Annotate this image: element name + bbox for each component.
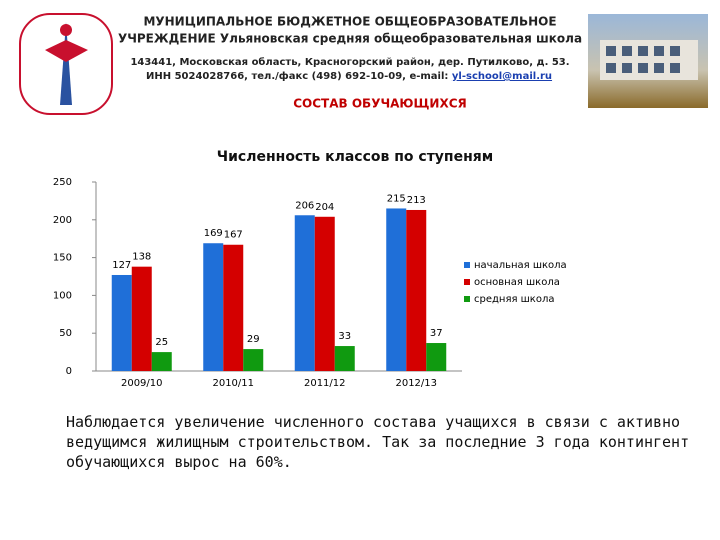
legend-label: начальная школа bbox=[474, 260, 567, 271]
bar bbox=[386, 208, 407, 371]
bar bbox=[131, 266, 152, 371]
value-label: 127 bbox=[112, 260, 131, 271]
bar bbox=[294, 215, 315, 371]
x-tick-label: 2010/11 bbox=[212, 378, 254, 389]
bar bbox=[314, 216, 335, 371]
x-tick-label: 2011/12 bbox=[304, 378, 346, 389]
legend-label: средняя школа bbox=[474, 294, 555, 305]
value-label: 169 bbox=[204, 228, 223, 239]
school-photo bbox=[588, 14, 708, 108]
contacts: ИНН 5024028766, тел./факс (498) 692-10-0… bbox=[146, 70, 448, 82]
value-label: 167 bbox=[224, 230, 243, 241]
value-label: 206 bbox=[295, 200, 314, 211]
logo bbox=[19, 13, 113, 115]
y-tick-label: 100 bbox=[53, 290, 72, 301]
y-tick-label: 50 bbox=[59, 328, 72, 339]
bar bbox=[203, 243, 224, 371]
bar bbox=[111, 274, 132, 371]
legend-swatch bbox=[464, 279, 470, 285]
y-tick-label: 150 bbox=[53, 253, 72, 264]
bar bbox=[334, 346, 355, 371]
header-title: МУНИЦИПАЛЬНОЕ БЮДЖЕТНОЕ ОБЩЕОБРАЗОВАТЕЛЬ… bbox=[143, 15, 556, 29]
legend-swatch bbox=[464, 262, 470, 268]
email-link[interactable]: yl-school@mail.ru bbox=[452, 71, 552, 82]
value-label: 29 bbox=[247, 334, 260, 345]
y-tick-label: 200 bbox=[53, 215, 72, 226]
value-label: 37 bbox=[430, 328, 443, 339]
chart-title: Численность классов по ступеням bbox=[217, 149, 493, 165]
legend-swatch bbox=[464, 296, 470, 302]
bar bbox=[426, 343, 447, 371]
bar bbox=[406, 209, 427, 371]
value-label: 33 bbox=[338, 331, 351, 342]
header-contacts: ИНН 5024028766, тел./факс (498) 692-10-0… bbox=[146, 70, 552, 82]
x-tick-label: 2009/10 bbox=[121, 378, 163, 389]
value-label: 138 bbox=[132, 252, 151, 263]
bar bbox=[151, 352, 172, 371]
value-label: 215 bbox=[387, 193, 406, 204]
legend-label: основная школа bbox=[474, 277, 560, 288]
header-title: УЧРЕЖДЕНИЕ Ульяновская средняя общеобраз… bbox=[118, 32, 582, 46]
y-tick-label: 250 bbox=[53, 177, 72, 188]
y-tick-label: 0 bbox=[66, 366, 72, 377]
body-text: Наблюдается увеличение численного состав… bbox=[66, 413, 690, 471]
bar bbox=[223, 244, 244, 371]
value-label: 25 bbox=[155, 337, 168, 348]
header-address: 143441, Московская область, Красногорски… bbox=[130, 56, 569, 68]
x-tick-label: 2012/13 bbox=[395, 378, 437, 389]
section-title: СОСТАВ ОБУЧАЮЩИХСЯ bbox=[293, 97, 467, 111]
value-label: 213 bbox=[407, 195, 426, 206]
value-label: 204 bbox=[315, 202, 334, 213]
bar bbox=[243, 349, 264, 371]
